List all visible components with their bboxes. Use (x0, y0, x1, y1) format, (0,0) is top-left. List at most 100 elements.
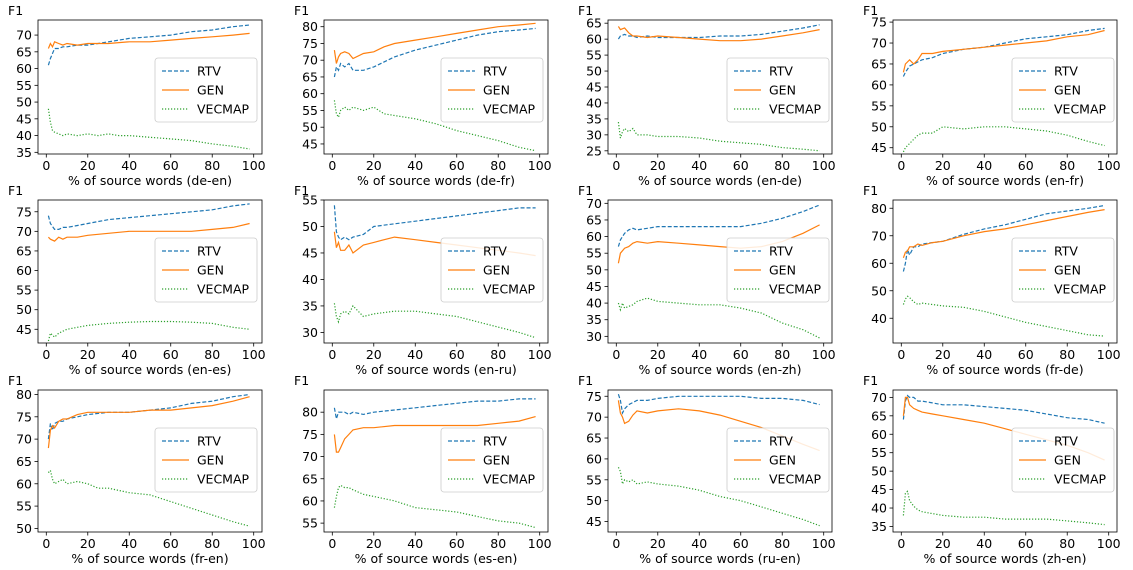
legend-label-vecmap: VECMAP (483, 102, 536, 117)
series-line-gen (902, 29, 1105, 73)
y-tick-label: 70 (16, 432, 32, 447)
x-axis-label: % of source words (fr-de) (926, 362, 1083, 377)
y-tick-label: 55 (586, 472, 602, 487)
y-tick-label: 65 (586, 431, 602, 446)
series-line-vecmap (617, 467, 820, 527)
y-tick-label: 55 (586, 48, 602, 63)
x-tick-label: 100 (1097, 158, 1121, 173)
x-axis-label: % of source words (de-en) (68, 173, 232, 188)
x-tick-label: 40 (691, 347, 707, 362)
x-tick-label: 20 (80, 347, 96, 362)
y-tick-label: 70 (586, 196, 602, 211)
x-axis-label: % of source words (de-fr) (357, 173, 515, 188)
y-tick-label: 35 (302, 298, 318, 313)
x-axis-label: % of source words (en-zh) (639, 362, 802, 377)
x-tick-label: 80 (204, 347, 220, 362)
series-line-vecmap (617, 122, 820, 152)
x-tick-label: 40 (691, 158, 707, 173)
legend: RTV GEN VECMAP (1011, 427, 1115, 493)
x-tick-label: 80 (1059, 347, 1075, 362)
series-line-vecmap (333, 303, 536, 339)
x-axis-label: % of source words (en-fr) (926, 173, 1084, 188)
series-line-rtv (333, 27, 536, 78)
y-tick-label: 55 (871, 445, 887, 460)
series-line-rtv (47, 393, 250, 440)
x-tick-label: 60 (733, 347, 749, 362)
x-tick-label: 100 (1097, 347, 1121, 362)
legend-box (726, 57, 830, 123)
y-tick-label: 75 (16, 409, 32, 424)
x-tick-label: 20 (366, 347, 382, 362)
chart-panel-9: 55 60 65 70 75 80 0 20 40 60 80 100 F1 % of source wo… (294, 373, 552, 566)
y-tick-label: 45 (586, 80, 602, 95)
series-line-gen (333, 416, 536, 453)
x-tick-label: 60 (449, 347, 465, 362)
series-line-vecmap (333, 484, 536, 529)
legend: RTV GEN VECMAP (726, 57, 830, 123)
legend-box (154, 237, 258, 303)
y-tick-label: 40 (871, 501, 887, 516)
series-line-gen (47, 32, 250, 49)
x-tick-label: 60 (163, 347, 179, 362)
legend-label-vecmap: VECMAP (1054, 102, 1107, 117)
x-tick-label: 80 (204, 536, 220, 551)
series-line-rtv (617, 24, 820, 40)
x-axis-label: % of source words (en-de) (638, 173, 802, 188)
y-tick-label: 45 (871, 482, 887, 497)
x-tick-label: 60 (1018, 347, 1034, 362)
x-tick-label: 100 (812, 158, 836, 173)
axes-frame (37, 389, 263, 533)
x-tick-label: 0 (328, 536, 336, 551)
legend-label-gen: GEN (1054, 453, 1081, 468)
y-tick-label: 80 (302, 405, 318, 420)
y-tick-label: 50 (586, 64, 602, 79)
y-tick-label: 70 (871, 36, 887, 51)
x-tick-label: 20 (935, 158, 951, 173)
x-tick-label: 100 (528, 536, 552, 551)
y-tick-label: 50 (302, 219, 318, 234)
legend-label-rtv: RTV (483, 434, 507, 449)
x-tick-label: 80 (490, 536, 506, 551)
y-tick-label: 60 (16, 61, 32, 76)
y-tick-label: 60 (586, 451, 602, 466)
x-tick-label: 20 (935, 347, 951, 362)
x-tick-label: 0 (328, 158, 336, 173)
legend: RTV GEN VECMAP (440, 427, 544, 493)
y-tick-label: 50 (871, 464, 887, 479)
y-tick-label: 35 (586, 111, 602, 126)
legend-label-vecmap: VECMAP (769, 472, 822, 487)
legend-label-vecmap: VECMAP (197, 282, 250, 297)
series-line-rtv (902, 27, 1105, 77)
y-tick-label: 75 (302, 427, 318, 442)
y-axis-label: F1 (863, 183, 878, 198)
axes-frame (323, 19, 549, 155)
y-tick-label: 65 (586, 16, 602, 31)
x-tick-label: 40 (121, 536, 137, 551)
legend-box (1011, 237, 1115, 303)
x-tick-label: 80 (1059, 536, 1075, 551)
y-axis-label: F1 (8, 183, 23, 198)
y-tick-label: 30 (586, 329, 602, 344)
y-tick-label: 45 (871, 140, 887, 155)
y-tick-label: 30 (302, 325, 318, 340)
legend-label-gen: GEN (197, 453, 224, 468)
x-tick-label: 0 (897, 347, 905, 362)
legend: RTV GEN VECMAP (726, 427, 830, 493)
x-tick-label: 20 (366, 536, 382, 551)
legend-label-rtv: RTV (483, 64, 507, 79)
y-tick-label: 50 (16, 521, 32, 536)
legend-label-rtv: RTV (197, 244, 221, 259)
axes-frame (37, 19, 263, 155)
x-tick-label: 80 (774, 158, 790, 173)
axes-frame (607, 199, 833, 344)
x-tick-label: 80 (774, 347, 790, 362)
series-line-vecmap (333, 100, 536, 152)
y-tick-label: 35 (16, 145, 32, 160)
series-line-gen (617, 26, 820, 42)
chart-panel-7: 40 50 60 70 80 0 20 40 60 80 100 F1 % of source word… (863, 183, 1121, 377)
x-tick-label: 0 (897, 536, 905, 551)
y-axis-label: F1 (863, 373, 878, 388)
axes-frame (323, 389, 549, 533)
